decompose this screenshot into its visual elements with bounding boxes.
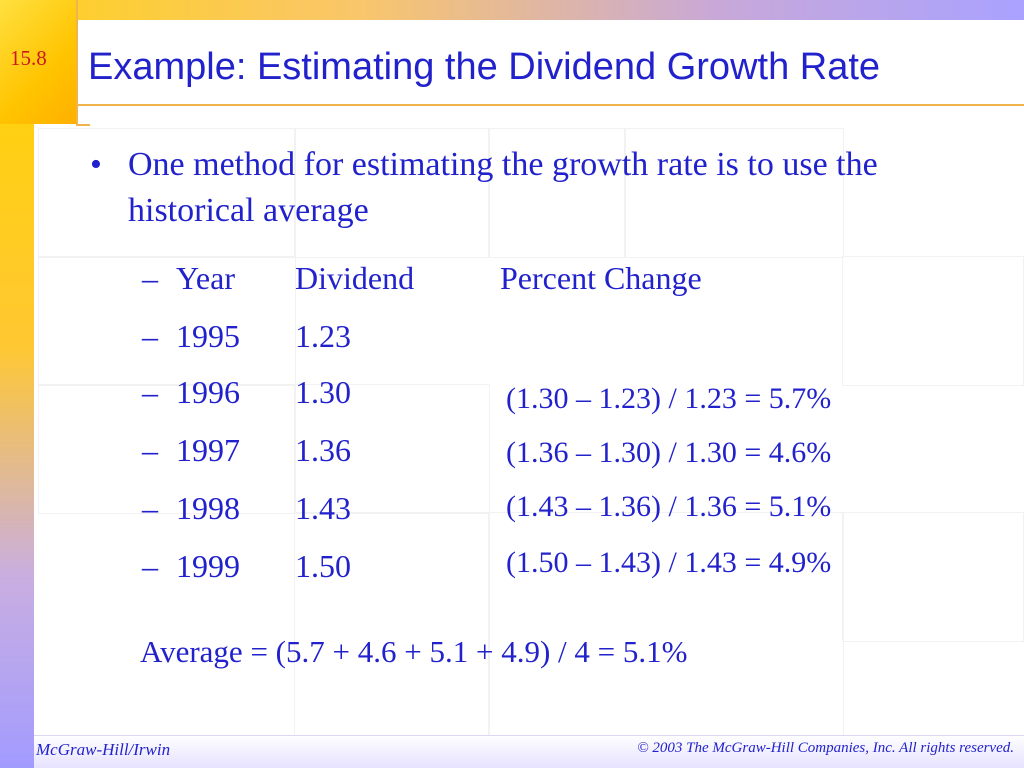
year-cell: 1995 bbox=[176, 318, 240, 354]
header-dividend: Dividend bbox=[295, 260, 415, 296]
dash-marker: – bbox=[142, 374, 158, 410]
footer-band bbox=[34, 735, 1024, 768]
footer-copyright: © 2003 The McGraw-Hill Companies, Inc. A… bbox=[637, 740, 1014, 756]
grid-cell bbox=[38, 128, 296, 258]
footer-divider bbox=[34, 735, 1024, 736]
grid-cell bbox=[624, 128, 844, 258]
percent-change-calc: (1.36 – 1.30) / 1.30 = 4.6% bbox=[506, 436, 832, 469]
year-cell: 1997 bbox=[176, 432, 240, 468]
grid-cell bbox=[294, 128, 490, 258]
year-cell: 1999 bbox=[176, 548, 240, 584]
slide-title: Example: Estimating the Dividend Growth … bbox=[88, 46, 881, 88]
dividend-cell: 1.30 bbox=[295, 374, 351, 410]
slide-number-box: 15.8 bbox=[0, 0, 76, 124]
dividend-cell: 1.36 bbox=[295, 432, 351, 468]
title-tick-rule bbox=[76, 124, 90, 126]
grid-cell bbox=[294, 512, 490, 736]
dividend-cell: 1.50 bbox=[295, 548, 351, 584]
year-cell: 1996 bbox=[176, 374, 240, 410]
slide-number: 15.8 bbox=[10, 46, 47, 70]
dividend-cell: 1.43 bbox=[295, 490, 351, 526]
dash-marker: – bbox=[142, 318, 158, 354]
dash-marker: – bbox=[142, 432, 158, 468]
dash-marker: – bbox=[142, 260, 158, 296]
percent-change-calc: (1.43 – 1.36) / 1.36 = 5.1% bbox=[506, 490, 832, 523]
bullet-icon: • bbox=[90, 146, 102, 183]
grid-cell bbox=[38, 256, 296, 386]
left-gradient-band bbox=[0, 0, 34, 768]
title-side-rule bbox=[76, 0, 78, 124]
dividend-cell: 1.23 bbox=[295, 318, 351, 354]
header-percent-change: Percent Change bbox=[500, 260, 702, 296]
grid-cell bbox=[38, 384, 296, 514]
grid-cell bbox=[488, 128, 626, 258]
top-gradient-band bbox=[0, 0, 1024, 20]
footer-publisher: McGraw-Hill/Irwin bbox=[36, 740, 171, 759]
title-underline bbox=[76, 104, 1024, 106]
average-calculation: Average = (5.7 + 4.6 + 5.1 + 4.9) / 4 = … bbox=[140, 634, 688, 669]
year-cell: 1998 bbox=[176, 490, 240, 526]
grid-cell bbox=[842, 512, 1024, 642]
percent-change-calc: (1.50 – 1.43) / 1.43 = 4.9% bbox=[506, 546, 832, 579]
dash-marker: – bbox=[142, 490, 158, 526]
grid-cell bbox=[294, 384, 490, 514]
header-year: Year bbox=[176, 260, 235, 296]
dash-marker: – bbox=[142, 548, 158, 584]
bullet-text: One method for estimating the growth rat… bbox=[128, 146, 878, 229]
percent-change-calc: (1.30 – 1.23) / 1.23 = 5.7% bbox=[506, 382, 832, 415]
grid-cell bbox=[842, 256, 1024, 386]
